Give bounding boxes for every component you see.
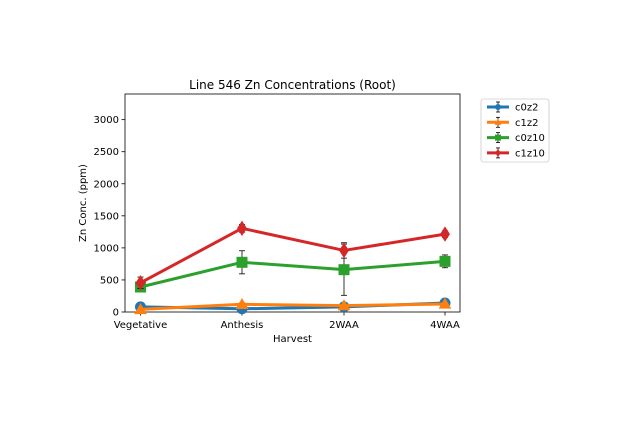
data-point [495,134,501,141]
series-c1z2 [134,297,452,315]
y-tick-label: 0 [113,308,119,319]
chart-title: Line 546 Zn Concentrations (Root) [189,78,396,92]
data-point [439,255,451,267]
x-tick-label: 4WAA [430,320,460,331]
series-line [140,302,446,311]
legend-frame [480,98,550,163]
series-c1z10 [135,220,450,291]
data-point [235,297,249,309]
data-point [237,220,247,237]
x-tick-label: Anthesis [221,320,264,331]
x-tick-label: Vegetative [114,320,168,331]
y-tick-label: 2500 [94,147,119,158]
data-point [134,303,147,315]
data-point [494,118,502,125]
legend-label: c1z2 [515,118,538,129]
data-point [440,226,450,242]
legend-label: c0z10 [515,133,545,144]
series-layer [134,220,452,315]
y-tick-label: 1000 [94,243,119,254]
y-tick-label: 3000 [94,115,119,126]
y-tick-label: 500 [100,275,119,286]
data-point [339,242,349,259]
data-point [236,256,248,268]
x-tick-label: 2WAA [329,320,359,331]
data-point [495,148,501,158]
legend-item: c1z10 [487,147,545,159]
legend-item: c0z10 [487,132,545,144]
data-point [438,297,452,309]
legend-item: c1z2 [487,116,538,129]
legend-label: c1z10 [515,148,545,159]
legend-label: c0z2 [515,103,538,114]
data-point [338,264,350,276]
x-axis-label: Harvest [273,334,312,345]
y-tick-label: 1500 [94,211,119,222]
legend-item: c0z2 [487,101,538,114]
legend: c0z2 c1z2 c0z10 c1z10 [480,98,550,163]
series-line [139,226,446,285]
y-tick-label: 2000 [94,179,119,190]
data-point [337,299,351,311]
y-axis-label: Zn Conc. (ppm) [78,164,89,242]
ticks: 0 500 1000 1500 2000 2500 3000 Vegetative Anthes… [94,115,460,331]
data-point [495,104,501,110]
data-point [135,275,146,291]
series-line [140,259,446,289]
